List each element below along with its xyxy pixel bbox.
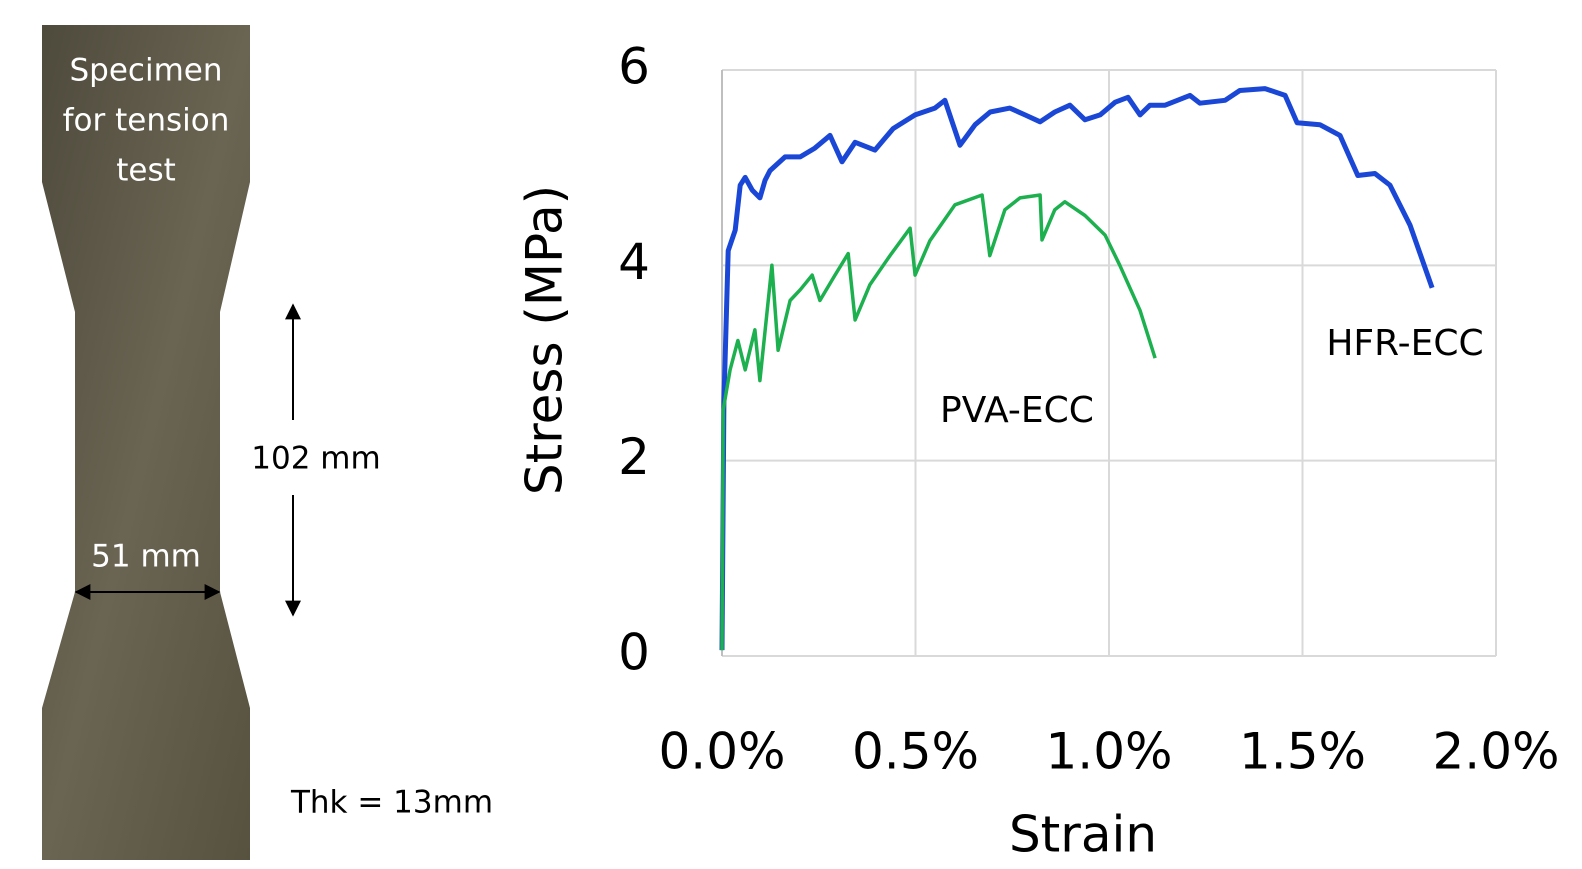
y-tick-label: 2 — [618, 428, 650, 486]
x-tick-label: 1.5% — [1239, 723, 1366, 781]
y-tick-label: 0 — [618, 624, 650, 682]
annotation: HFR-ECC — [1326, 323, 1483, 364]
annotation: PVA-ECC — [940, 390, 1094, 431]
thickness-label: Thk = 13mm — [290, 785, 493, 821]
x-tick-label: 0.5% — [852, 723, 979, 781]
specimen — [42, 25, 250, 860]
x-tick-label: 2.0% — [1432, 723, 1559, 781]
specimen-label: for tension — [63, 103, 230, 139]
y-tick-label: 4 — [618, 233, 650, 291]
length-label: 102 mm — [251, 441, 380, 477]
specimen-label: test — [116, 153, 176, 189]
specimen-label: Specimen — [69, 53, 222, 89]
y-tick-label: 6 — [618, 38, 650, 96]
x-axis-label: Strain — [1009, 806, 1157, 864]
y-axis-label: Stress (MPa) — [516, 185, 574, 495]
x-tick-label: 0.0% — [658, 723, 785, 781]
width-label: 51 mm — [91, 539, 201, 575]
series-line — [719, 86, 1435, 651]
series-line — [720, 193, 1157, 651]
x-tick-label: 1.0% — [1045, 723, 1172, 781]
